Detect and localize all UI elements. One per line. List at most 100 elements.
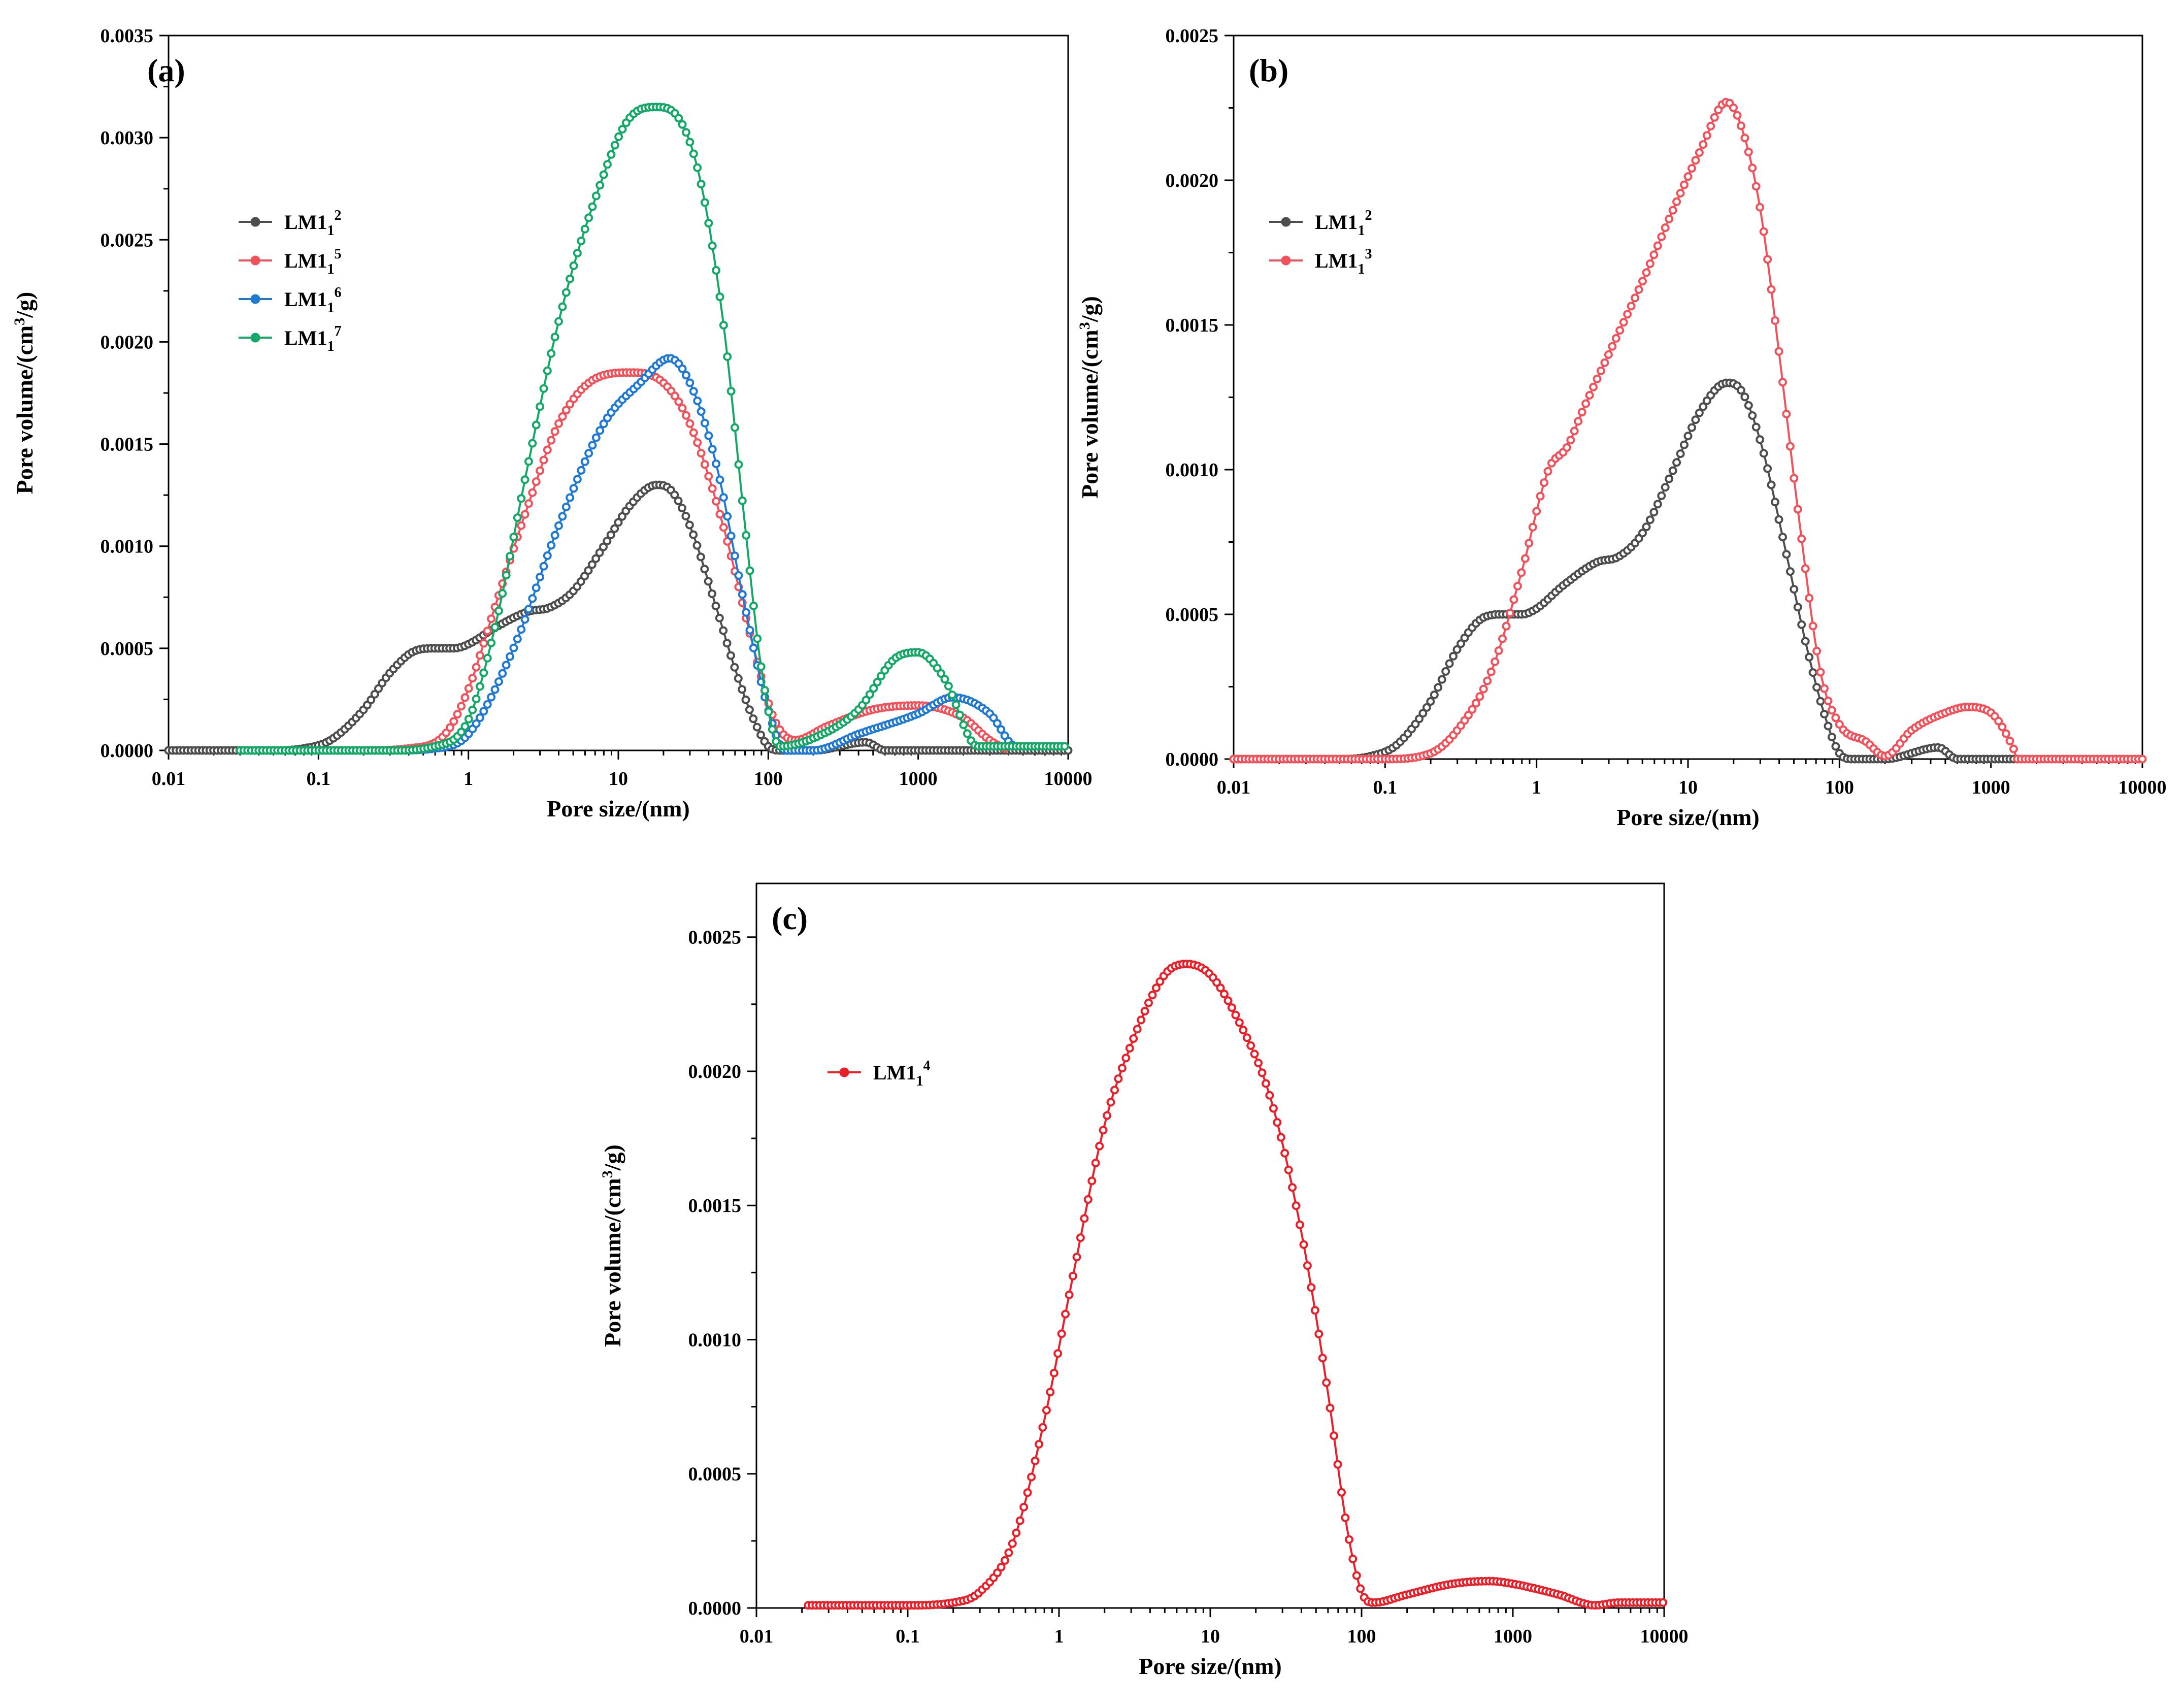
legend-marker xyxy=(250,333,260,343)
x-tick-label: 0.1 xyxy=(1373,777,1398,798)
data-point xyxy=(1083,1195,1093,1204)
data-point xyxy=(1125,1044,1134,1053)
data-point xyxy=(768,725,777,734)
data-point xyxy=(528,488,537,497)
data-point xyxy=(1782,550,1791,559)
data-point xyxy=(719,321,728,330)
data-point xyxy=(472,695,481,704)
data-point xyxy=(591,433,601,442)
data-point xyxy=(1695,148,1704,157)
data-point xyxy=(1276,1133,1285,1142)
x-axis-title: Pore size/(nm) xyxy=(1139,1653,1281,1679)
data-point xyxy=(992,719,1002,728)
data-point xyxy=(1246,1041,1255,1050)
data-point xyxy=(588,441,597,450)
data-point xyxy=(603,160,612,169)
data-point xyxy=(682,128,690,137)
data-point xyxy=(472,719,481,728)
data-point xyxy=(1525,539,1534,548)
data-point xyxy=(1076,1233,1085,1242)
data-point xyxy=(1645,259,1654,268)
data-point xyxy=(607,150,616,159)
y-tick-label: 0.0000 xyxy=(101,740,154,762)
data-point xyxy=(1012,1528,1021,1537)
data-point xyxy=(1615,326,1625,335)
data-point xyxy=(595,181,605,190)
data-point xyxy=(1676,449,1685,458)
data-point xyxy=(1333,1460,1342,1469)
data-point xyxy=(731,551,739,561)
data-point xyxy=(1668,206,1677,215)
data-point xyxy=(543,445,552,454)
data-point xyxy=(1513,581,1522,590)
data-point xyxy=(1659,1598,1668,1607)
data-point xyxy=(520,475,530,484)
data-point xyxy=(1140,1007,1149,1015)
data-point xyxy=(692,541,702,550)
legend-entry: LM114 xyxy=(828,1058,930,1089)
data-point xyxy=(674,114,683,123)
data-point xyxy=(708,484,717,493)
data-point xyxy=(374,684,383,693)
data-point xyxy=(1418,709,1428,718)
legend-marker xyxy=(250,217,260,227)
data-point xyxy=(561,288,571,297)
x-tick-label: 1 xyxy=(1054,1626,1064,1647)
data-point xyxy=(723,352,732,361)
data-point xyxy=(697,407,706,416)
panel-label: (c) xyxy=(772,900,808,936)
data-point xyxy=(587,560,597,569)
data-point xyxy=(1661,223,1670,233)
data-point xyxy=(1793,603,1802,612)
x-tick-label: 0.01 xyxy=(1217,777,1251,798)
legend-entry: LM113 xyxy=(1269,246,1372,277)
data-point xyxy=(1426,697,1435,706)
data-point xyxy=(464,714,473,724)
data-point xyxy=(1801,637,1810,646)
data-point xyxy=(704,472,713,481)
data-point xyxy=(760,686,770,695)
x-tick-label: 10 xyxy=(609,768,628,790)
data-point xyxy=(741,695,750,704)
x-tick-label: 10000 xyxy=(1640,1626,1689,1647)
data-point xyxy=(532,477,541,486)
data-point xyxy=(524,457,533,466)
data-point xyxy=(682,371,690,380)
legend-marker xyxy=(1281,217,1291,227)
data-point xyxy=(1307,1283,1316,1292)
legend-marker xyxy=(839,1067,849,1077)
data-point xyxy=(1464,711,1473,719)
legend-label: LM115 xyxy=(284,246,341,277)
data-point xyxy=(678,504,686,513)
data-point xyxy=(1774,347,1783,356)
data-point xyxy=(457,728,466,737)
data-point xyxy=(1763,255,1772,264)
data-point xyxy=(1634,285,1643,294)
data-point xyxy=(1035,1440,1043,1449)
data-point xyxy=(738,496,747,505)
data-point xyxy=(1144,998,1153,1007)
data-point xyxy=(685,419,694,428)
data-point xyxy=(955,710,964,719)
data-point xyxy=(370,689,379,699)
data-point xyxy=(1441,667,1450,676)
data-point xyxy=(1763,464,1772,473)
data-point xyxy=(697,180,706,188)
data-point xyxy=(569,484,578,493)
data-point xyxy=(1121,1054,1131,1063)
data-point xyxy=(715,510,724,519)
data-point xyxy=(1486,667,1496,676)
legend-label: LM112 xyxy=(284,208,341,239)
data-point xyxy=(1771,498,1779,507)
data-point xyxy=(715,613,724,622)
data-point xyxy=(1015,1516,1024,1525)
data-point xyxy=(865,690,874,699)
data-point xyxy=(1771,316,1779,325)
data-point xyxy=(726,651,735,660)
panel-label: (b) xyxy=(1249,52,1288,88)
data-point xyxy=(712,459,721,468)
data-point xyxy=(1042,1406,1051,1415)
data-point xyxy=(670,391,679,401)
data-point xyxy=(502,571,511,580)
data-point xyxy=(1831,742,1840,751)
